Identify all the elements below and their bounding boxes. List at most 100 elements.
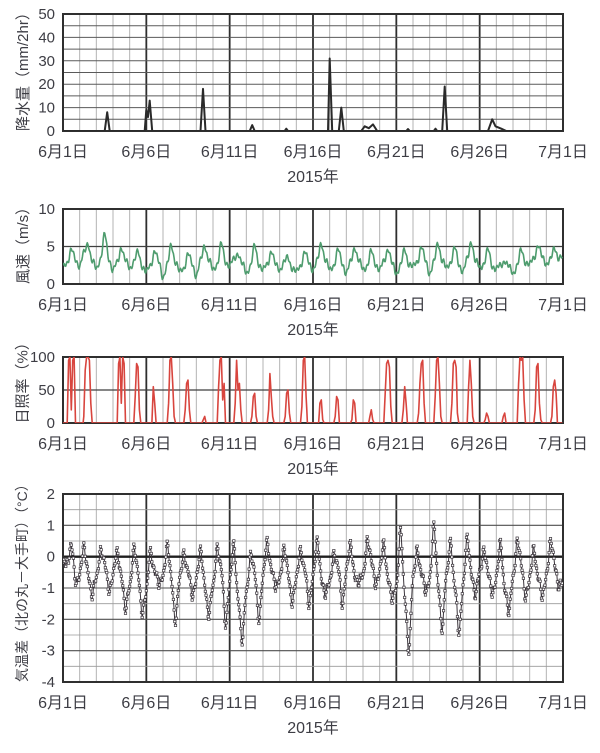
data-marker	[165, 539, 169, 543]
data-marker	[424, 589, 428, 593]
data-marker	[501, 573, 505, 577]
data-marker	[417, 559, 421, 563]
data-marker	[114, 556, 118, 560]
data-marker	[485, 566, 489, 570]
data-marker	[121, 588, 125, 592]
data-marker	[389, 590, 393, 594]
data-marker	[453, 589, 457, 593]
data-marker	[490, 595, 494, 599]
data-marker	[405, 634, 409, 639]
data-marker	[535, 566, 539, 570]
data-marker	[342, 593, 346, 597]
data-marker	[87, 576, 91, 581]
data-marker	[246, 582, 250, 586]
data-marker	[332, 553, 337, 557]
data-marker	[215, 542, 219, 546]
data-marker	[435, 573, 439, 577]
data-marker	[210, 588, 214, 592]
data-marker	[477, 572, 481, 576]
data-marker	[294, 581, 298, 585]
data-marker	[128, 584, 132, 588]
x-tick-label: 7月1日	[538, 695, 588, 712]
x-tick-label: 6月11日	[201, 695, 259, 712]
data-marker	[330, 571, 334, 575]
data-marker	[222, 604, 226, 608]
data-marker	[219, 568, 223, 572]
data-marker	[467, 554, 471, 558]
data-marker	[427, 581, 431, 585]
data-marker	[291, 599, 295, 603]
plot-sunshine-rate: 0 50 100 6月1日 6月6日 6月11日 6月16日 6月21日 6月26日 7月1日	[30, 349, 588, 453]
data-marker	[543, 583, 547, 587]
data-marker	[534, 563, 538, 568]
data-marker	[90, 598, 94, 602]
data-marker	[223, 626, 228, 630]
data-marker	[329, 574, 333, 578]
y-tick-label: 10	[38, 100, 55, 117]
data-marker	[311, 572, 315, 577]
y-tick-label: -4	[42, 674, 55, 691]
data-marker	[509, 591, 513, 595]
data-marker	[555, 572, 559, 576]
data-marker	[304, 574, 308, 578]
data-marker	[533, 559, 537, 564]
data-marker	[186, 569, 190, 574]
data-marker	[505, 603, 509, 607]
data-marker	[383, 556, 387, 560]
data-marker	[143, 598, 147, 602]
data-marker	[552, 556, 556, 560]
data-marker	[544, 572, 548, 576]
data-marker	[457, 633, 461, 637]
data-marker	[544, 578, 548, 582]
data-marker	[422, 581, 426, 585]
data-marker	[115, 546, 119, 550]
data-marker	[207, 610, 212, 615]
data-marker	[195, 570, 199, 574]
series-group	[63, 57, 563, 131]
data-marker	[105, 571, 109, 575]
data-marker	[98, 545, 103, 549]
data-marker	[526, 585, 530, 590]
y-tick-label: 20	[38, 76, 55, 93]
data-marker	[125, 597, 129, 601]
data-marker	[202, 576, 206, 580]
data-marker	[322, 588, 326, 592]
data-marker	[287, 577, 291, 581]
x-tick-label: 6月21日	[367, 436, 426, 453]
data-marker	[265, 535, 269, 540]
data-marker	[137, 578, 141, 582]
data-marker	[85, 565, 89, 569]
data-marker	[330, 562, 334, 566]
y-tick-label: 1	[47, 517, 55, 534]
year-caption: 2015年	[287, 322, 339, 339]
data-marker	[458, 617, 462, 621]
data-marker	[507, 614, 511, 618]
data-marker	[344, 567, 348, 571]
data-marker	[72, 565, 76, 569]
data-marker	[396, 563, 400, 567]
data-marker	[253, 578, 257, 582]
data-marker	[338, 578, 342, 582]
data-marker	[404, 609, 408, 613]
data-marker	[129, 576, 133, 580]
data-marker	[468, 558, 472, 562]
data-marker	[137, 583, 141, 588]
data-marker	[502, 582, 506, 586]
data-marker	[480, 565, 484, 569]
data-marker	[110, 579, 114, 583]
data-marker	[560, 581, 563, 585]
data-marker	[178, 575, 182, 579]
data-marker	[239, 639, 244, 643]
x-tick-label: 6月6日	[121, 144, 171, 161]
data-marker	[160, 578, 164, 582]
data-marker	[332, 549, 336, 553]
data-marker	[96, 567, 100, 571]
data-marker	[278, 576, 282, 580]
data-marker	[343, 582, 347, 586]
data-marker	[167, 553, 171, 557]
data-marker	[254, 584, 258, 588]
data-marker	[213, 570, 217, 574]
data-marker	[290, 605, 294, 609]
data-marker	[111, 573, 115, 577]
data-marker	[307, 606, 311, 611]
